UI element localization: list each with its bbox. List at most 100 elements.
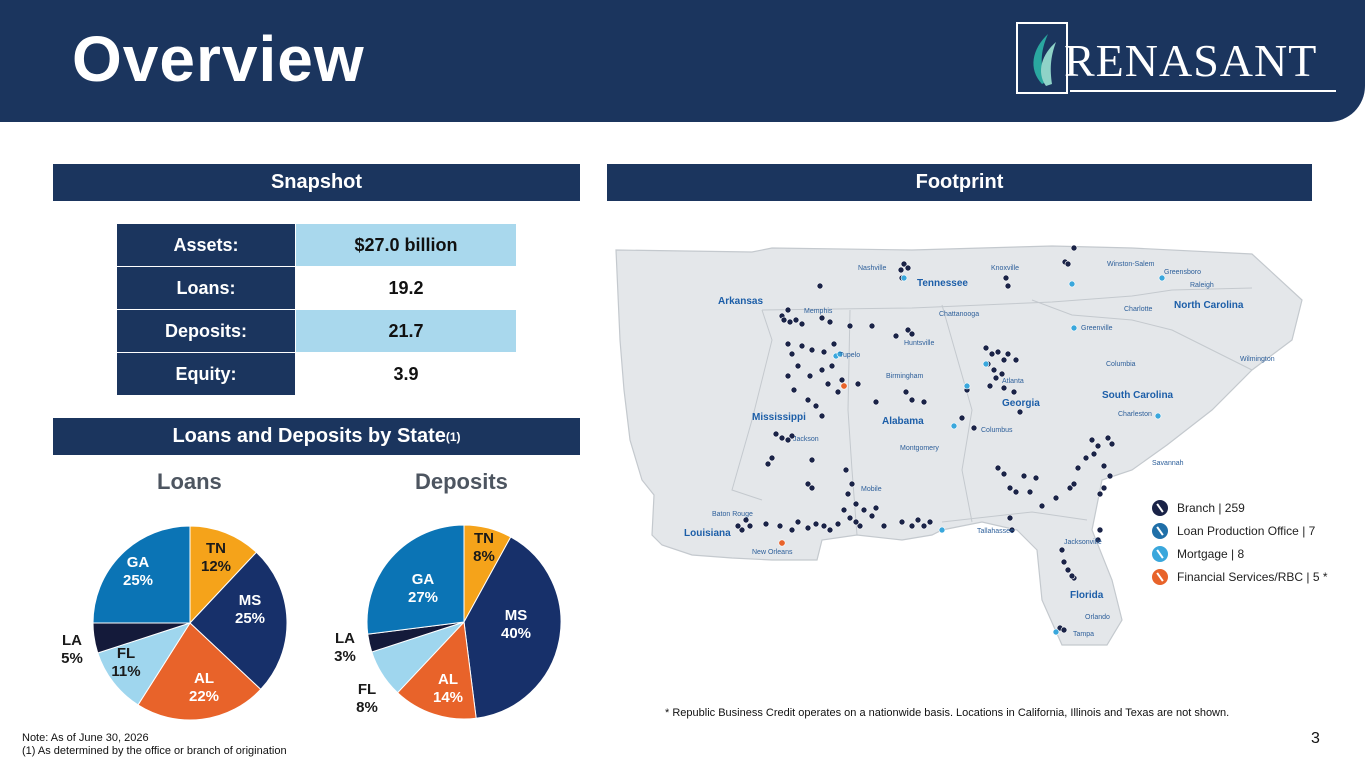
branch-marker [786,318,794,326]
mortgage-marker [1070,324,1078,332]
financial-services-marker [778,539,786,547]
branch-marker [872,504,880,512]
branch-marker [880,522,888,530]
logo-leaf-icon [1016,22,1068,94]
pie-slice-label: FL [358,681,376,698]
map-border-fl [941,511,1088,523]
state-label: Arkansas [718,296,763,307]
branch-marker [812,402,820,410]
branch-marker [1100,462,1108,470]
city-label: Orlando [1085,614,1110,621]
loan-office-icon [1152,522,1168,539]
legend-label: Branch | 259 [1177,500,1245,515]
branch-marker [778,434,786,442]
snapshot-label: Assets: [117,224,296,266]
pie-slice-ms [189,551,288,691]
city-label: Charleston [1118,411,1152,418]
branch-marker [902,388,910,396]
city-label: Baton Rouge [712,511,753,518]
branch-marker [868,322,876,330]
city-label: Wilmington [1240,356,1275,363]
branch-marker [1090,450,1098,458]
branch-marker [1052,494,1060,502]
city-label: Tupelo [839,352,860,359]
mortgage-marker [938,526,946,534]
loans-chart-title: Loans [157,469,222,494]
by-state-heading: Loans and Deposits by State (1) [53,418,580,455]
pie-slice-tn [189,525,258,625]
note-line: (1) As determined by the office or branc… [22,745,287,757]
pie-slice-ga [366,524,465,635]
logo-underline [1070,90,1336,92]
pie-slice-value: 8% [356,699,378,716]
branch-marker [788,350,796,358]
branch-marker [1002,274,1010,282]
footprint-footnote: * Republic Business Credit operates on a… [665,707,1230,719]
snapshot-row-assets: Assets: $27.0 billion [117,224,516,266]
branch-marker [784,436,792,444]
state-label: Florida [1070,590,1104,601]
note-line: Note: As of June 30, 2026 [22,732,149,744]
snapshot-label: Loans: [117,267,296,309]
branch-marker [808,456,816,464]
mortgage-marker [836,350,844,358]
pie-slice-label: TN [206,540,226,557]
branch-marker [842,466,850,474]
state-label: Mississippi [752,412,806,423]
legend-item-branch: Branch | 259 [1152,496,1328,519]
branch-marker [844,490,852,498]
city-label: Knoxville [991,265,1019,272]
by-state-heading-text: Loans and Deposits by State [172,425,446,447]
branch-marker [818,366,826,374]
city-label: Winston-Salem [1107,261,1155,268]
branch-marker [1106,472,1114,480]
branch-marker [970,424,978,432]
pie-slice-value: 5% [61,650,83,667]
branch-marker [1094,536,1102,544]
page-number: 3 [1311,730,1320,747]
city-label: Greensboro [1164,269,1201,276]
branch-marker [812,520,820,528]
pie-slice-al [137,622,262,721]
header-bar: Overview RENASANT [0,0,1365,122]
branch-marker [834,520,842,528]
branch-marker [1012,488,1020,496]
branch-marker [994,464,1002,472]
branch-marker [828,362,836,370]
page-title: Overview [72,23,365,95]
snapshot-heading: Snapshot [53,164,580,201]
branch-marker [1026,488,1034,496]
mortgage-marker [1154,412,1162,420]
pie-slice-label: LA [335,630,355,647]
legend-item-mortgage: Mortgage | 8 [1152,542,1328,565]
branch-marker [914,516,922,524]
map-border-tn [761,287,1253,311]
branch-marker [1032,474,1040,482]
state-label: South Carolina [1102,390,1174,401]
legend-item-lpo: Loan Production Office | 7 [1152,519,1328,542]
city-label: Jackson [793,436,819,443]
footprint-map: Arkansas Tennessee North Carolina Missis… [615,244,1303,646]
branch-marker [990,366,998,374]
branch-marker [794,518,802,526]
mortgage-marker [963,382,971,390]
city-label: Huntsville [904,340,934,347]
branch-marker [1038,502,1046,510]
branch-marker [762,520,770,528]
branch-marker [1074,464,1082,472]
pie-slice-label: GA [127,554,150,571]
city-label: Atlanta [1002,378,1024,385]
branch-marker [958,414,966,422]
pie-slice-label: LA [62,632,82,649]
branch-marker [1016,408,1024,416]
mortgage-marker [950,422,958,430]
footprint-heading: Footprint [607,164,1312,201]
mortgage-marker [1158,274,1166,282]
by-state-heading-sup: (1) [445,429,461,444]
pie-slice-label: AL [194,670,214,687]
snapshot-row-deposits: Deposits: 21.7 [117,310,516,352]
branch-marker [1010,388,1018,396]
pie-slice-label: GA [412,571,435,588]
city-label: Raleigh [1190,282,1214,289]
branch-marker [904,264,912,272]
